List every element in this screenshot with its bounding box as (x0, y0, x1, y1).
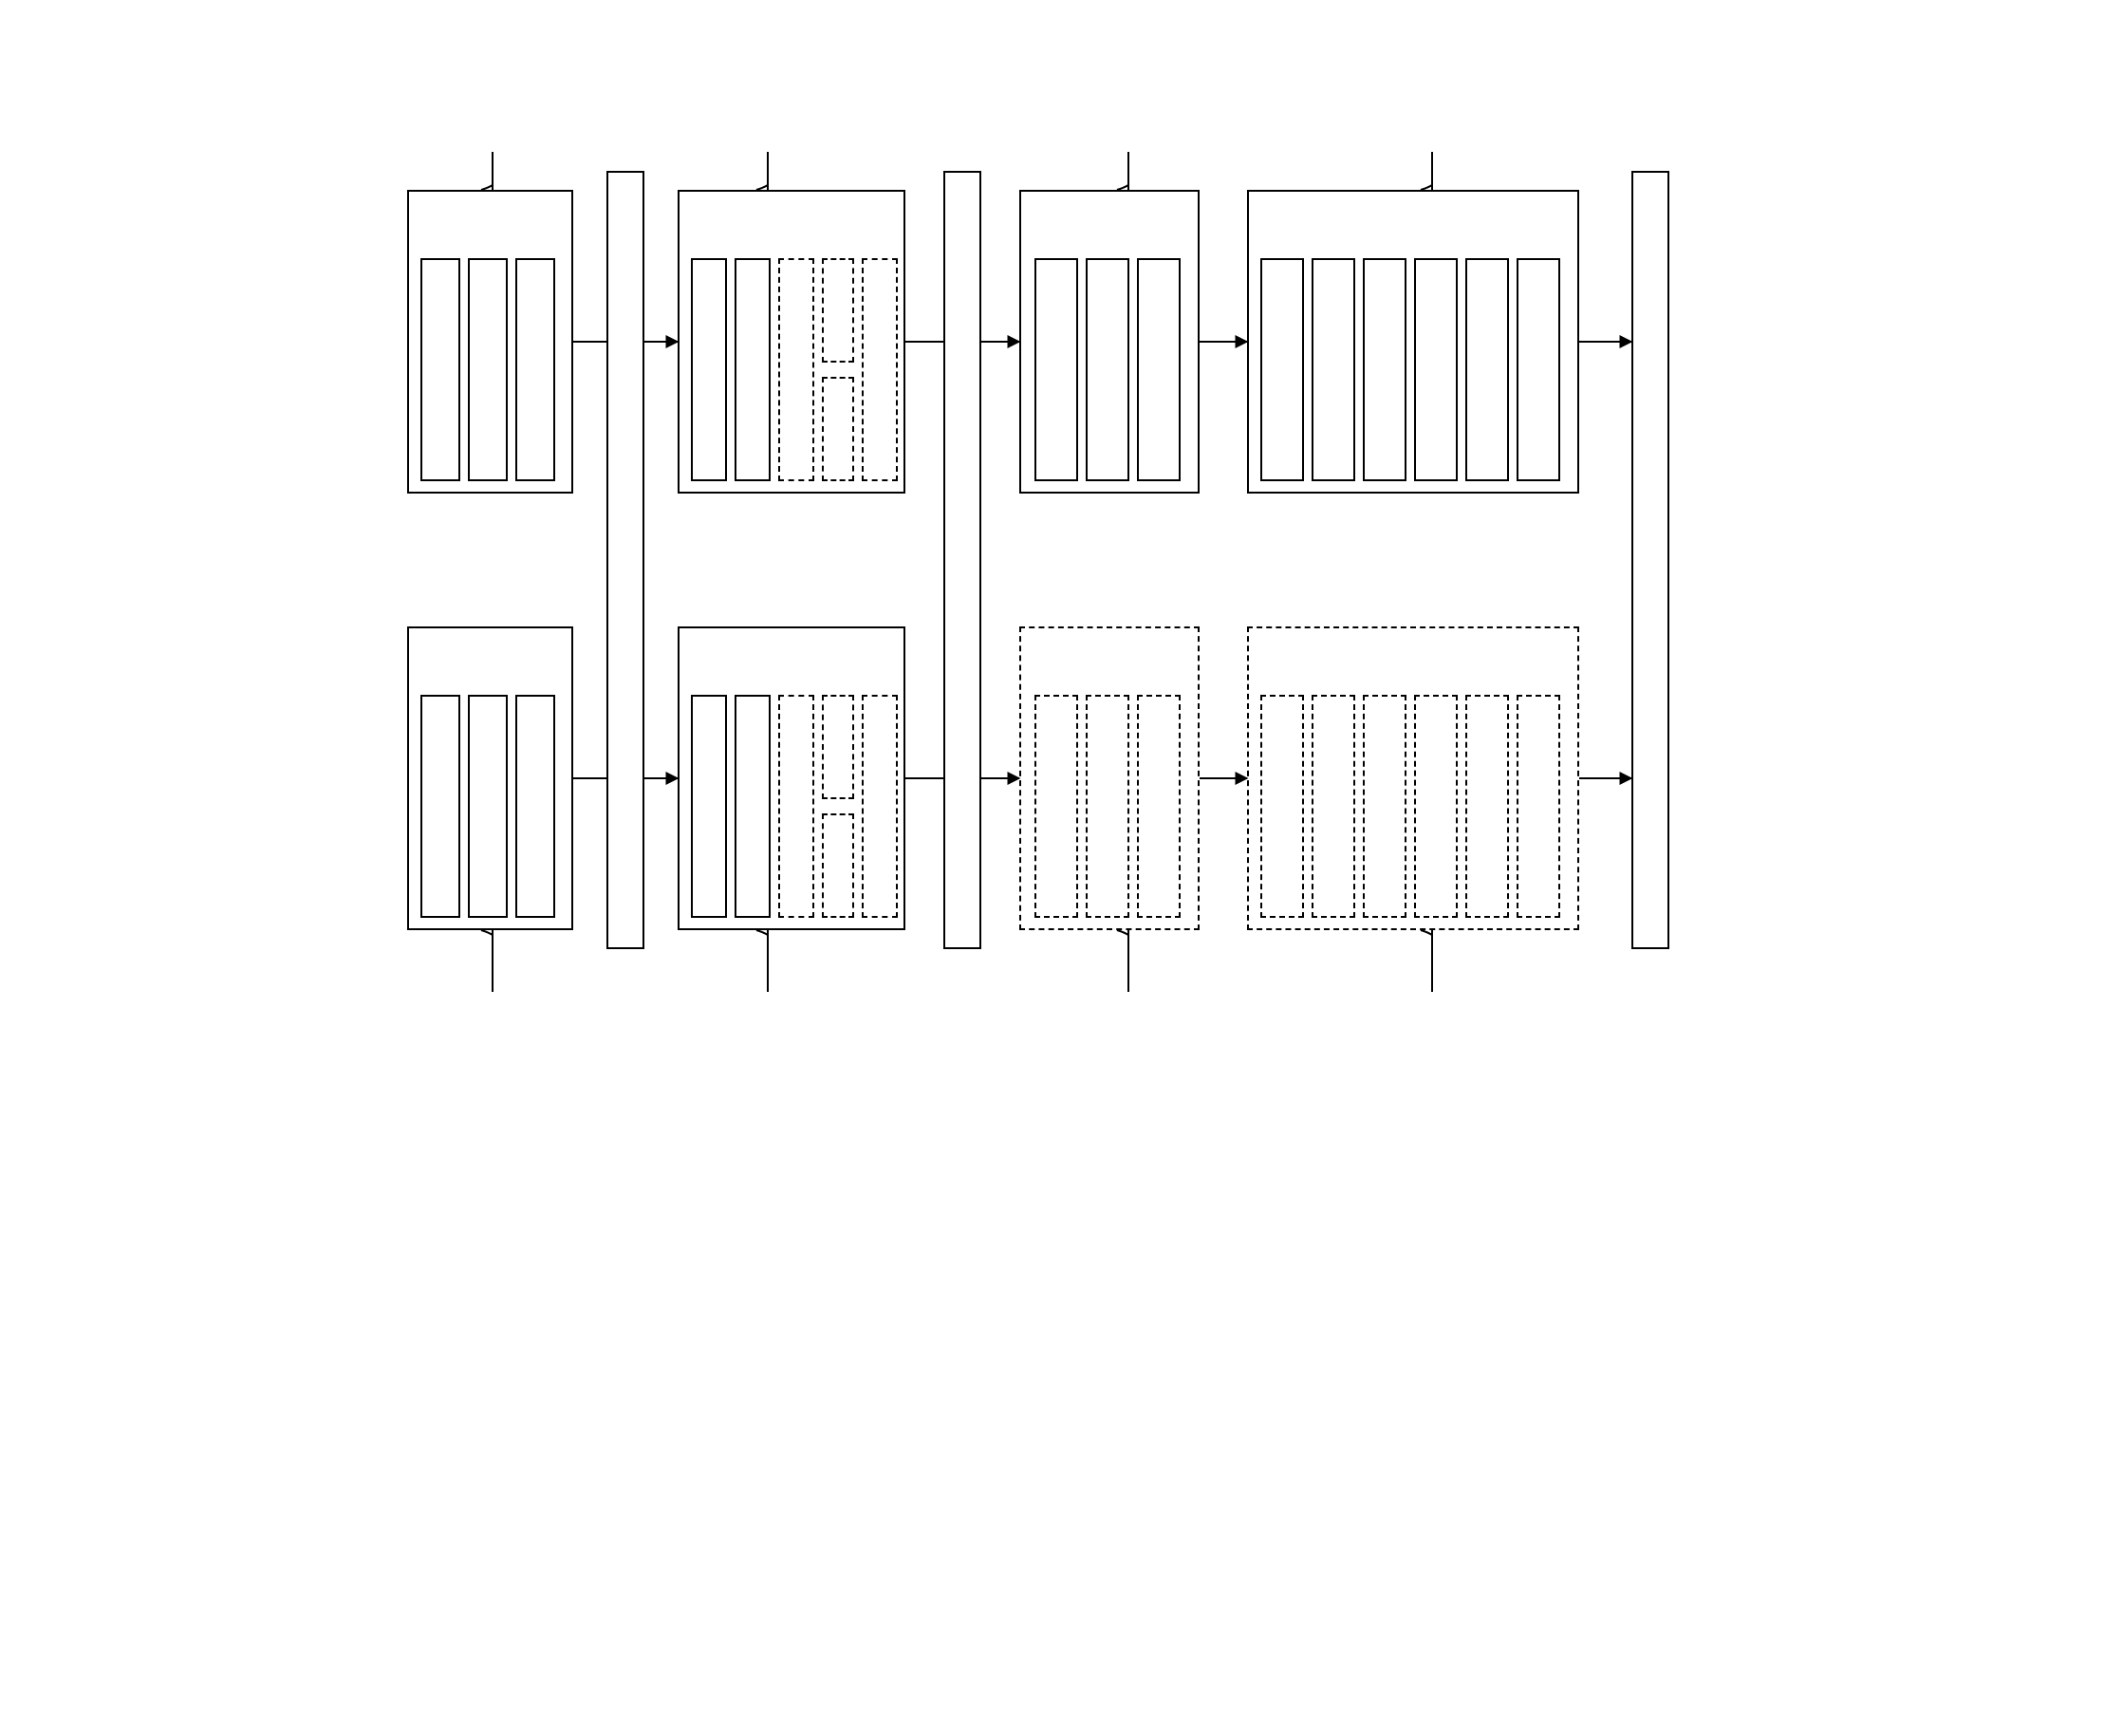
miso-box (1312, 695, 1355, 918)
bicm-block-top (678, 190, 905, 494)
papr-box (1414, 695, 1458, 918)
fec-box (691, 258, 727, 481)
scheduling-box (468, 695, 508, 918)
papr-box (1414, 258, 1458, 481)
bbframing-box (515, 258, 555, 481)
map-box-1 (822, 695, 854, 799)
bbframing-box (515, 695, 555, 918)
ota-bar (1631, 171, 1669, 949)
frm-int-block-bot (1019, 626, 1200, 930)
map-box-2 (822, 377, 854, 481)
miso-box (1312, 258, 1355, 481)
sfn-bar (606, 171, 644, 949)
timeint-box (1034, 695, 1078, 918)
bil-box (735, 258, 771, 481)
signal-chain-diagram (398, 38, 1726, 1082)
mimo-precoder-box (862, 258, 898, 481)
bil-box (735, 695, 771, 918)
frame-box (1086, 695, 1129, 918)
preamble-box (1517, 258, 1560, 481)
frm-int-block-top (1019, 190, 1200, 494)
ifft-box (1363, 258, 1406, 481)
guardint-box (1465, 695, 1509, 918)
input-format-block-bot (407, 626, 573, 930)
bicm-block-bot (678, 626, 905, 930)
map-box-2 (822, 813, 854, 918)
mimo-demux-box (778, 695, 814, 918)
encap-box (420, 258, 460, 481)
frame-box (1086, 258, 1129, 481)
mimo-precoder-box (862, 695, 898, 918)
pilots-box (1260, 258, 1304, 481)
input-format-block-top (407, 190, 573, 494)
encap-box (420, 695, 460, 918)
mimo-demux-box (778, 258, 814, 481)
guardint-box (1465, 258, 1509, 481)
timeint-box (1034, 258, 1078, 481)
freqint-box (1137, 695, 1181, 918)
pilots-box (1260, 695, 1304, 918)
fec-box (691, 695, 727, 918)
freqint-box (1137, 258, 1181, 481)
map-box-1 (822, 258, 854, 363)
waveform-block-top (1247, 190, 1579, 494)
scheduling-box (468, 258, 508, 481)
ldm-bar (943, 171, 981, 949)
preamble-box (1517, 695, 1560, 918)
ifft-box (1363, 695, 1406, 918)
waveform-block-bot (1247, 626, 1579, 930)
